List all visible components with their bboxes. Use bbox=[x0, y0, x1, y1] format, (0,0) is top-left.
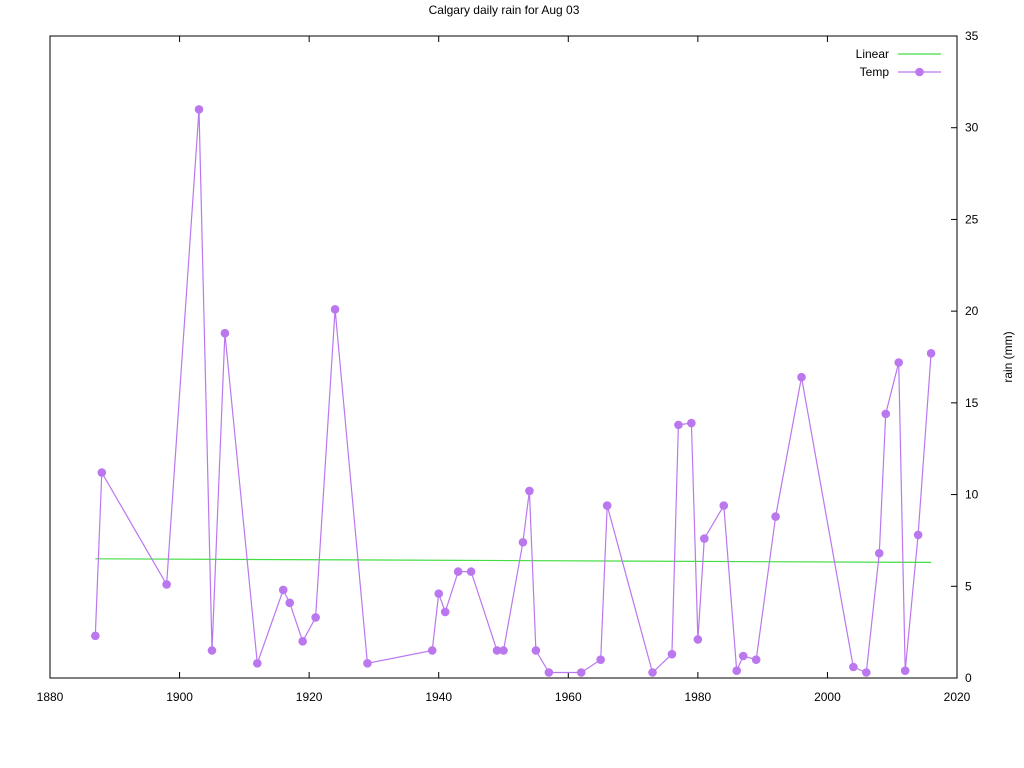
data-point bbox=[771, 512, 780, 521]
data-point bbox=[602, 501, 612, 510]
data-point bbox=[363, 659, 372, 668]
data-point bbox=[674, 420, 683, 430]
data-point bbox=[900, 666, 910, 675]
data-point bbox=[926, 349, 936, 358]
data-point bbox=[719, 501, 729, 510]
data-point bbox=[466, 567, 476, 576]
data-point bbox=[700, 534, 709, 543]
data-point bbox=[220, 328, 230, 338]
series-line-temp bbox=[94, 109, 932, 674]
x-tick-label: 1940 bbox=[425, 690, 452, 704]
data-point bbox=[693, 635, 703, 644]
data-point bbox=[492, 646, 502, 655]
data-point bbox=[525, 486, 534, 496]
x-tick-label: 1920 bbox=[296, 690, 323, 704]
data-point bbox=[278, 585, 288, 595]
data-point bbox=[751, 655, 761, 664]
data-point bbox=[207, 646, 217, 655]
data-point bbox=[330, 305, 340, 314]
x-tick-label: 1980 bbox=[685, 690, 712, 704]
data-point bbox=[253, 659, 262, 668]
legend-swatch-point bbox=[915, 67, 924, 77]
y-axis-label: rain (mm) bbox=[1001, 331, 1015, 382]
data-point bbox=[862, 668, 871, 677]
data-point bbox=[97, 468, 107, 477]
data-point bbox=[499, 646, 508, 655]
data-point bbox=[576, 668, 586, 677]
data-point bbox=[298, 637, 307, 646]
data-point bbox=[738, 651, 748, 661]
data-point bbox=[531, 646, 541, 655]
data-point bbox=[913, 530, 923, 540]
data-point bbox=[440, 607, 450, 617]
y-tick-label: 10 bbox=[965, 488, 979, 502]
data-point bbox=[434, 589, 444, 598]
data-point bbox=[518, 537, 528, 547]
x-tick-label: 2000 bbox=[814, 690, 841, 704]
data-point bbox=[732, 666, 742, 675]
data-point bbox=[648, 668, 657, 677]
legend: Linear Temp bbox=[856, 47, 941, 79]
y-tick-label: 0 bbox=[965, 671, 972, 685]
x-tick-label: 2020 bbox=[944, 690, 971, 704]
x-tick-label: 1880 bbox=[37, 690, 64, 704]
y-tick-label: 25 bbox=[965, 212, 979, 226]
series-layer bbox=[91, 105, 936, 677]
data-point bbox=[544, 668, 554, 677]
data-point bbox=[667, 649, 677, 659]
data-point bbox=[797, 372, 806, 382]
data-point bbox=[596, 655, 605, 664]
data-point bbox=[453, 567, 463, 576]
series-line-linear bbox=[95, 558, 932, 564]
y-tick-label: 20 bbox=[965, 304, 979, 318]
legend-label: Temp bbox=[860, 65, 890, 79]
data-point bbox=[849, 662, 858, 672]
y-tick-label: 5 bbox=[965, 579, 972, 593]
data-point bbox=[162, 580, 171, 589]
y-tick-label: 15 bbox=[965, 396, 979, 410]
x-axis: 1880 1900 1920 1940 1960 1980 2000 2020 bbox=[37, 36, 971, 704]
data-point bbox=[894, 358, 903, 367]
legend-label: Linear bbox=[856, 47, 889, 61]
data-point bbox=[285, 598, 295, 608]
data-point bbox=[194, 105, 204, 114]
y-axis: 0 5 10 15 20 25 30 35 bbox=[951, 29, 979, 685]
y-tick-label: 35 bbox=[965, 29, 979, 43]
data-point bbox=[874, 548, 884, 558]
chart-title: Calgary daily rain for Aug 03 bbox=[429, 3, 580, 17]
plot-frame bbox=[49, 35, 958, 679]
data-point bbox=[881, 409, 891, 419]
y-tick-label: 30 bbox=[965, 121, 979, 135]
x-tick-label: 1960 bbox=[555, 690, 582, 704]
data-point bbox=[311, 613, 320, 622]
x-tick-label: 1900 bbox=[166, 690, 193, 704]
data-point bbox=[427, 646, 437, 655]
data-point bbox=[687, 418, 696, 428]
data-point bbox=[91, 631, 100, 641]
